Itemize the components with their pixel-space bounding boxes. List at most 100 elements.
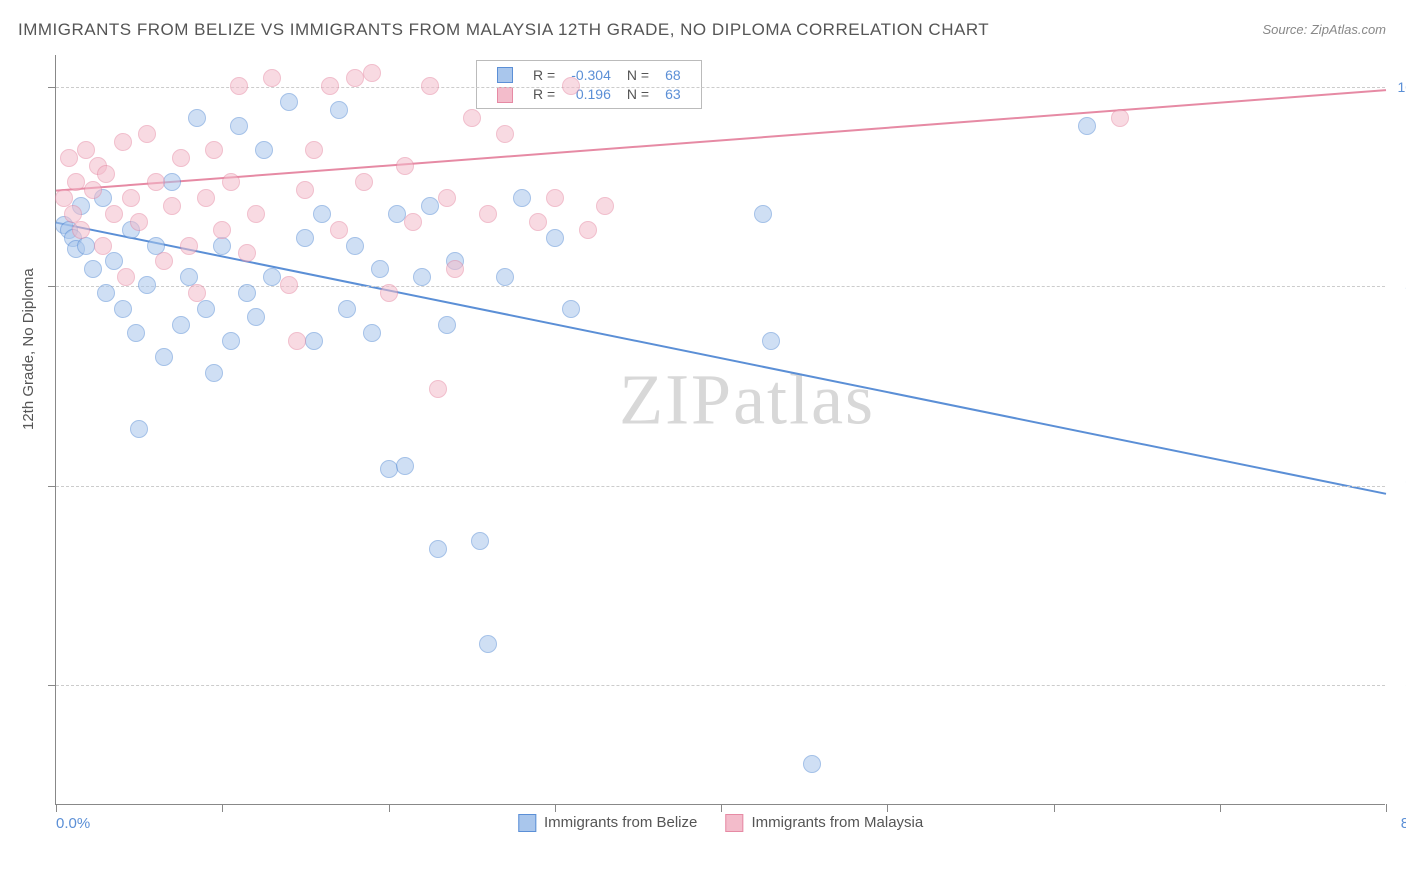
swatch-icon <box>497 67 513 83</box>
x-axis-max-label: 8.0% <box>1401 815 1406 832</box>
scatter-point <box>346 69 364 87</box>
x-tick <box>222 804 223 812</box>
legend-label: Immigrants from Malaysia <box>752 814 924 831</box>
scatter-point <box>479 635 497 653</box>
x-tick <box>887 804 888 812</box>
scatter-point <box>94 237 112 255</box>
scatter-point <box>429 540 447 558</box>
scatter-point <box>479 205 497 223</box>
scatter-point <box>305 141 323 159</box>
scatter-point <box>321 77 339 95</box>
scatter-point <box>180 237 198 255</box>
scatter-point <box>338 300 356 318</box>
scatter-point <box>404 213 422 231</box>
x-tick <box>389 804 390 812</box>
scatter-point <box>163 173 181 191</box>
scatter-point <box>255 141 273 159</box>
legend-item: Immigrants from Malaysia <box>725 814 923 832</box>
scatter-point <box>330 101 348 119</box>
scatter-point <box>138 125 156 143</box>
scatter-point <box>127 324 145 342</box>
scatter-point <box>72 221 90 239</box>
scatter-point <box>446 260 464 278</box>
scatter-point <box>130 420 148 438</box>
scatter-point <box>67 173 85 191</box>
scatter-point <box>147 173 165 191</box>
scatter-point <box>496 125 514 143</box>
swatch-icon <box>518 814 536 832</box>
legend-label: Immigrants from Belize <box>544 814 697 831</box>
scatter-point <box>122 189 140 207</box>
scatter-point <box>247 205 265 223</box>
chart-title: IMMIGRANTS FROM BELIZE VS IMMIGRANTS FRO… <box>18 20 989 40</box>
scatter-point <box>263 69 281 87</box>
scatter-point <box>117 268 135 286</box>
scatter-point <box>562 77 580 95</box>
x-tick <box>1220 804 1221 812</box>
trend-lines-svg <box>56 55 1385 804</box>
scatter-point <box>438 189 456 207</box>
scatter-point <box>105 205 123 223</box>
scatter-point <box>562 300 580 318</box>
scatter-point <box>1078 117 1096 135</box>
scatter-point <box>155 348 173 366</box>
gridline-horizontal <box>56 286 1385 287</box>
scatter-point <box>84 260 102 278</box>
scatter-point <box>305 332 323 350</box>
scatter-point <box>84 181 102 199</box>
scatter-point <box>230 117 248 135</box>
x-tick <box>555 804 556 812</box>
scatter-point <box>371 260 389 278</box>
scatter-point <box>97 165 115 183</box>
scatter-point <box>230 77 248 95</box>
scatter-point <box>280 93 298 111</box>
scatter-point <box>396 457 414 475</box>
scatter-point <box>213 237 231 255</box>
y-tick <box>48 486 56 487</box>
scatter-point <box>596 197 614 215</box>
y-tick <box>48 87 56 88</box>
scatter-point <box>346 237 364 255</box>
scatter-point <box>355 173 373 191</box>
scatter-point <box>380 460 398 478</box>
scatter-point <box>155 252 173 270</box>
scatter-point <box>238 284 256 302</box>
scatter-point <box>114 133 132 151</box>
scatter-point <box>421 197 439 215</box>
x-tick <box>1386 804 1387 812</box>
legend-item: Immigrants from Belize <box>518 814 698 832</box>
scatter-point <box>205 141 223 159</box>
x-tick <box>56 804 57 812</box>
n-value: 68 <box>657 65 689 84</box>
chart-plot-area: ZIPatlas R = -0.304 N = 68 R = 0.196 N =… <box>55 55 1385 805</box>
scatter-point <box>313 205 331 223</box>
x-tick <box>721 804 722 812</box>
scatter-point <box>197 300 215 318</box>
scatter-point <box>496 268 514 286</box>
r-label: R = <box>525 65 563 84</box>
legend-stats-row: R = -0.304 N = 68 <box>489 65 689 84</box>
scatter-point <box>114 300 132 318</box>
scatter-point <box>421 77 439 95</box>
scatter-point <box>463 109 481 127</box>
x-tick <box>1054 804 1055 812</box>
scatter-point <box>188 284 206 302</box>
scatter-point <box>546 229 564 247</box>
scatter-point <box>513 189 531 207</box>
scatter-point <box>429 380 447 398</box>
scatter-point <box>172 316 190 334</box>
scatter-point <box>213 221 231 239</box>
scatter-point <box>413 268 431 286</box>
scatter-point <box>222 332 240 350</box>
legend-stats-box: R = -0.304 N = 68 R = 0.196 N = 63 <box>476 60 702 109</box>
legend-bottom: Immigrants from Belize Immigrants from M… <box>518 814 923 832</box>
y-tick-label: 100.0% <box>1398 79 1406 95</box>
scatter-point <box>471 532 489 550</box>
scatter-point <box>97 284 115 302</box>
scatter-point <box>529 213 547 231</box>
scatter-point <box>803 755 821 773</box>
scatter-point <box>197 189 215 207</box>
scatter-point <box>188 109 206 127</box>
y-axis-title: 12th Grade, No Diploma <box>20 268 37 430</box>
scatter-point <box>363 64 381 82</box>
